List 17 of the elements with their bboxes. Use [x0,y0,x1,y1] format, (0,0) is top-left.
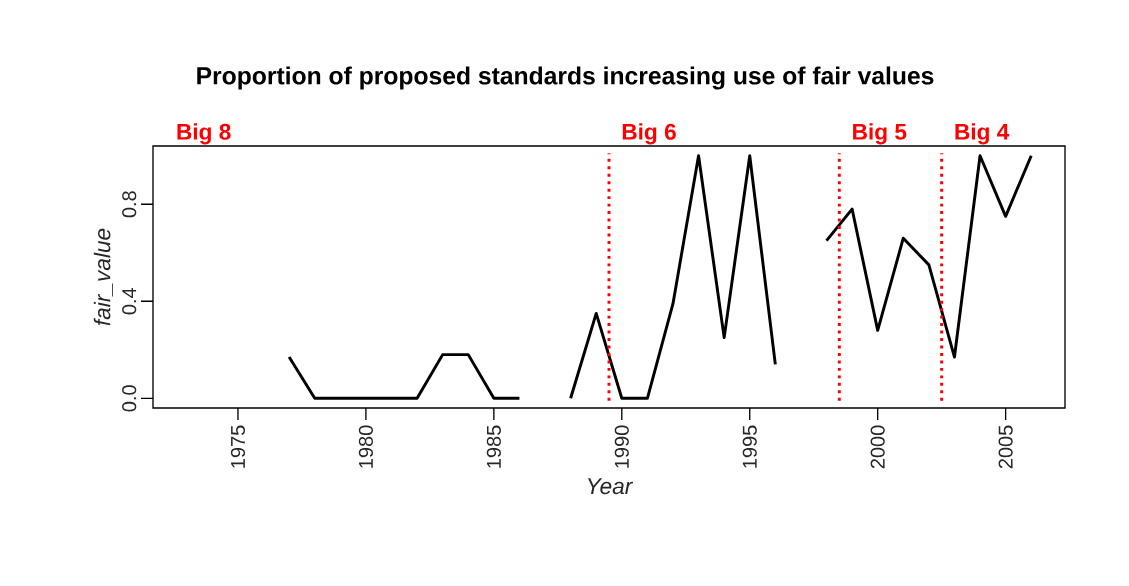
x-tick-label: 1980 [358,425,373,468]
x-tick-label: 1990 [614,425,629,468]
y-tick-label: 0.4 [122,287,137,315]
x-tick-label: 1975 [230,425,246,468]
y-axis-title: fair_value [93,228,113,326]
x-tick-label: 2005 [998,425,1013,469]
x-axis-title: Year [588,478,634,495]
text: Big 8 [177,123,231,145]
y-tick-label: 0.0 [122,385,137,412]
ref-line-label: Big 4 [955,123,1010,145]
ref-line-label: Big 6 [622,123,676,145]
y-tick-label: 0.8 [122,191,137,218]
x-tick-label: 2000 [870,425,885,469]
x-tick-label: 1985 [486,425,501,468]
x-tick-label: 1995 [742,425,757,468]
ref-line-label: Big 5 [853,123,907,145]
chart-title: Proportion of proposed standards increasing use of fair values [197,66,934,90]
